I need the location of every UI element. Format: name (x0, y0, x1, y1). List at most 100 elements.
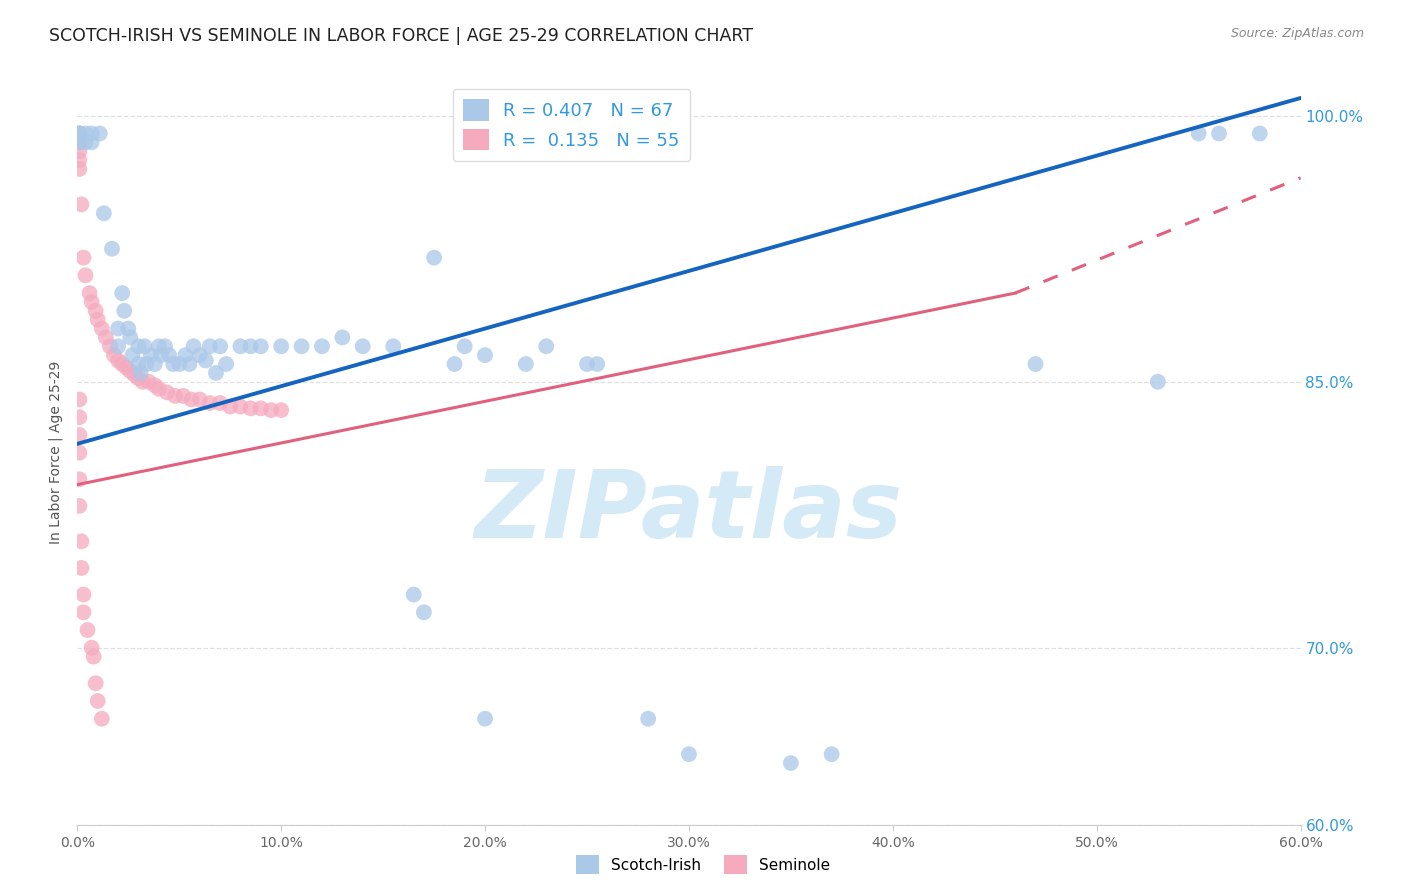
Point (107, 353, 129, 368)
Point (107, 339, 129, 353)
Point (75, 268, 97, 283)
Point (75, 136, 97, 150)
Point (382, 339, 405, 353)
Point (198, 339, 221, 353)
Point (198, 396, 221, 410)
Point (250, 401, 273, 416)
Point (72, 605, 94, 619)
Point (80, 295, 103, 310)
Point (112, 303, 135, 318)
Point (229, 400, 252, 414)
Point (515, 357, 537, 371)
Point (120, 364, 142, 378)
Point (67, 472, 90, 486)
Point (103, 348, 125, 362)
Point (90, 321, 112, 335)
Point (72, 251, 94, 265)
Point (89, 127, 111, 141)
Point (474, 712, 496, 726)
Point (290, 339, 312, 353)
Point (107, 321, 129, 335)
Point (120, 330, 142, 344)
Legend: R = 0.407   N = 67, R =  0.135   N = 55: R = 0.407 N = 67, R = 0.135 N = 55 (453, 89, 690, 161)
Point (138, 375, 160, 389)
Point (111, 286, 134, 301)
Point (84, 676, 107, 690)
Point (115, 360, 138, 375)
Point (67, 410, 90, 425)
Point (129, 366, 152, 380)
Point (79, 286, 101, 301)
Point (67, 161, 90, 176)
Point (1024, 357, 1046, 371)
Point (1147, 375, 1170, 389)
Point (67, 127, 90, 141)
Point (332, 330, 354, 344)
Point (205, 366, 228, 380)
Point (70, 197, 93, 211)
Point (117, 321, 139, 335)
Point (80, 640, 103, 655)
Point (72, 588, 94, 602)
Point (135, 357, 157, 371)
Point (143, 357, 166, 371)
Point (180, 392, 202, 407)
Point (157, 348, 180, 362)
Point (402, 588, 425, 602)
Point (67, 136, 90, 150)
Point (76, 623, 98, 637)
Point (162, 357, 184, 371)
Point (131, 375, 153, 389)
Point (148, 339, 170, 353)
Text: Source: ZipAtlas.com: Source: ZipAtlas.com (1230, 27, 1364, 40)
Point (311, 339, 333, 353)
Point (270, 403, 292, 417)
Point (134, 339, 156, 353)
Point (534, 339, 557, 353)
Point (148, 382, 170, 396)
Point (1208, 127, 1230, 141)
Point (423, 251, 446, 265)
Point (67, 499, 90, 513)
Point (80, 127, 103, 141)
Point (87, 312, 110, 326)
Point (67, 445, 90, 460)
Point (1187, 127, 1209, 141)
Point (188, 392, 211, 407)
Point (67, 145, 90, 159)
Point (127, 357, 149, 371)
Point (149, 348, 172, 362)
Point (443, 357, 465, 371)
Point (1249, 127, 1271, 141)
Text: SCOTCH-IRISH VS SEMINOLE IN LABOR FORCE | AGE 25-29 CORRELATION CHART: SCOTCH-IRISH VS SEMINOLE IN LABOR FORCE … (49, 27, 754, 45)
Point (229, 339, 252, 353)
Point (239, 401, 262, 416)
Point (87, 694, 110, 708)
Point (188, 348, 211, 362)
Point (121, 348, 143, 362)
Point (67, 127, 90, 141)
Point (586, 357, 609, 371)
Point (124, 368, 146, 382)
Point (67, 153, 90, 167)
Point (250, 339, 273, 353)
Point (98, 339, 121, 353)
Point (94, 330, 117, 344)
Point (165, 389, 187, 403)
Point (75, 127, 97, 141)
Point (156, 385, 179, 400)
Point (260, 403, 283, 417)
Point (169, 357, 191, 371)
Point (127, 339, 149, 353)
Y-axis label: In Labor Force | Age 25-29: In Labor Force | Age 25-29 (49, 361, 63, 544)
Point (183, 339, 205, 353)
Legend: Scotch-Irish, Seminole: Scotch-Irish, Seminole (569, 849, 837, 880)
Point (83, 649, 105, 664)
Point (208, 339, 231, 353)
Point (70, 534, 93, 549)
Point (174, 348, 197, 362)
Text: ZIPatlas: ZIPatlas (475, 467, 903, 558)
Point (352, 339, 374, 353)
Point (219, 400, 242, 414)
Point (111, 357, 134, 371)
